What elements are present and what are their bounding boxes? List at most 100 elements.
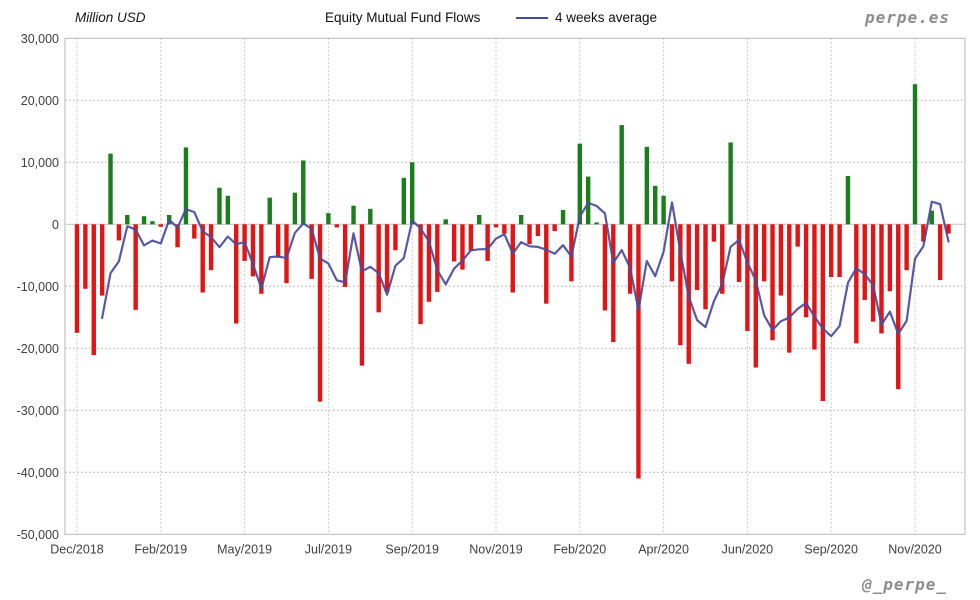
bar-week-7 [133,224,138,310]
bar-week-56 [544,224,549,304]
bar-week-48 [477,215,482,225]
bar-week-45 [451,224,457,262]
bar-week-50 [493,224,499,228]
average-line [101,200,950,338]
bar-week-24 [275,224,281,258]
bar-week-88 [812,224,817,350]
bar-week-25 [284,224,289,284]
x-tick-label: Jun/2020 [722,542,773,556]
x-tick-label: Sep/2019 [385,542,439,556]
bar-week-46 [460,224,465,270]
y-tick-label: 20,000 [21,94,59,108]
bar-week-37 [384,224,390,292]
bar-week-8 [141,216,147,225]
bar-week-86 [795,224,800,247]
y-tick-label: 0 [52,218,59,232]
bar-week-6 [125,215,130,225]
bar-week-72 [678,224,683,346]
bar-week-55 [535,224,541,237]
bar-week-13 [183,147,189,225]
bar-week-101 [921,224,926,242]
bar-week-3 [99,224,105,296]
bar-week-74 [694,224,700,291]
bar-week-16 [208,224,214,271]
bar-week-95 [870,224,876,322]
legend-label: 4 weeks average [555,10,658,25]
x-tick-label: Feb/2020 [553,542,606,556]
bar-week-60 [577,143,582,225]
bar-week-83 [770,224,775,341]
bar-week-44 [443,219,448,225]
x-tick-label: Dec/2018 [50,542,104,556]
bar-week-42 [426,224,432,302]
y-tick-label: -30,000 [17,404,59,418]
bar-week-98 [896,224,901,390]
bar-week-64 [611,224,616,343]
bar-week-28 [309,224,314,279]
x-tick-label: Apr/2020 [638,542,689,556]
bar-week-2 [91,224,96,356]
bar-week-89 [820,224,826,401]
chart-title: Equity Mutual Fund Flows [325,10,481,25]
bar-week-34 [359,224,365,366]
y-tick-label: -20,000 [17,342,59,356]
bar-week-29 [317,224,323,402]
bar-week-67 [636,224,641,479]
bar-week-79 [736,224,742,282]
bar-week-58 [560,210,566,225]
bar-week-32 [342,224,348,287]
bar-week-96 [879,224,884,334]
bar-week-31 [334,224,339,228]
bar-week-47 [468,224,474,251]
bar-week-21 [250,224,256,277]
bar-week-40 [410,162,415,225]
x-tick-label: Feb/2019 [134,542,187,556]
bar-week-54 [527,224,532,245]
x-tick-label: May/2019 [217,542,272,556]
y-tick-label: -50,000 [17,528,59,542]
bar-week-103 [937,224,943,281]
bar-week-84 [778,224,784,296]
y-tick-label: 30,000 [21,32,59,46]
bar-week-65 [619,125,624,225]
bar-week-5 [116,224,122,241]
bar-week-61 [585,176,591,225]
bar-week-63 [602,224,608,311]
bar-week-35 [368,208,373,225]
bar-week-70 [661,195,666,225]
bar-week-102 [929,210,934,225]
bar-week-1 [83,224,88,289]
bar-week-23 [267,197,272,225]
bar-week-76 [711,224,717,242]
bar-week-43 [435,224,440,292]
bar-week-4 [108,153,113,225]
bar-week-39 [401,177,407,225]
bar-week-53 [518,215,524,225]
x-tick-label: Nov/2020 [888,542,942,556]
bar-week-41 [418,224,423,325]
bar-week-18 [225,195,231,225]
bar-week-78 [728,142,733,225]
bar-week-12 [175,224,180,248]
bar-week-26 [292,192,298,225]
bar-week-19 [234,224,239,324]
bar-week-69 [653,185,658,225]
bar-week-87 [803,224,809,318]
bar-week-33 [351,205,356,225]
bar-week-52 [510,224,515,293]
bar-week-82 [761,224,767,282]
bar-week-77 [720,224,725,294]
legend: 4 weeks average [516,10,657,25]
twitter-handle: @_perpe_ [861,575,947,594]
bar-week-66 [627,224,633,294]
y-tick-label: 10,000 [21,156,59,170]
bar-week-15 [200,224,205,293]
y-tick-label: -40,000 [17,466,59,480]
bar-week-10 [158,224,163,227]
bar-week-81 [753,224,758,368]
bar-week-49 [485,224,490,261]
average-line-swatch-icon [516,16,548,19]
bar-week-27 [301,160,306,225]
